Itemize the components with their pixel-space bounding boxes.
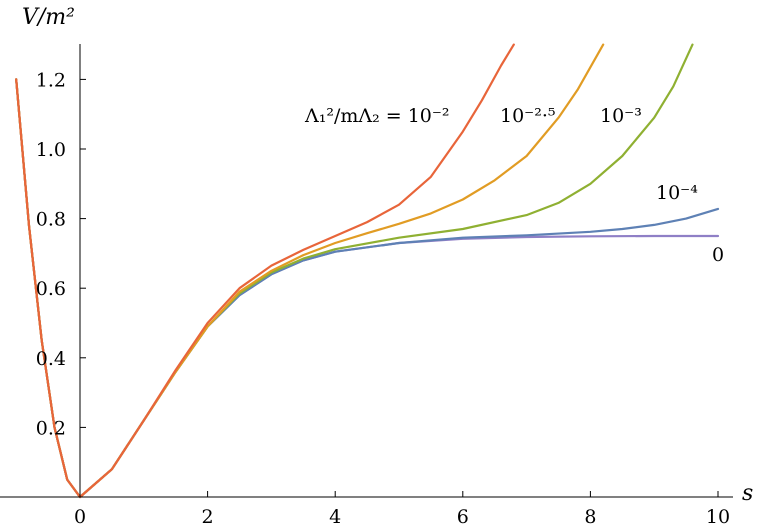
- x-tick-label-2: 4: [329, 506, 341, 527]
- y-tick-label-2: 0.6: [36, 278, 66, 300]
- x-tick-label-0: 0: [74, 506, 86, 527]
- y-tick-label-4: 1.0: [36, 139, 66, 161]
- annotation-label-10-4: 10⁻⁴: [656, 182, 698, 204]
- annotation-label-10-2-5: 10⁻²·⁵: [500, 105, 555, 127]
- y-tick-label-5: 1.2: [36, 69, 66, 91]
- annotation-label-0: 0: [712, 244, 724, 266]
- annotation-label-10-3: 10⁻³: [600, 105, 642, 127]
- series-layer: [15, 43, 720, 499]
- ticks-layer: 0 2 4 6 8 10 0.2 0.4 0.6 0.8 1.0 1.2: [36, 69, 730, 527]
- series-line-1: [15, 78, 720, 499]
- annotation-ratio-label: Λ₁²/mΛ₂ = 10⁻²: [304, 105, 450, 127]
- series-line-4: [15, 43, 515, 499]
- x-axis-title: s: [742, 481, 753, 506]
- x-tick-label-5: 10: [706, 506, 730, 527]
- y-tick-label-1: 0.4: [36, 348, 66, 370]
- y-tick-label-3: 0.8: [36, 209, 66, 231]
- y-tick-label-0: 0.2: [36, 417, 66, 439]
- x-tick-label-4: 8: [584, 506, 596, 527]
- y-axis-title: V/m²: [22, 5, 75, 30]
- x-tick-label-1: 2: [202, 506, 214, 527]
- series-line-0: [15, 78, 720, 499]
- x-tick-label-3: 6: [457, 506, 469, 527]
